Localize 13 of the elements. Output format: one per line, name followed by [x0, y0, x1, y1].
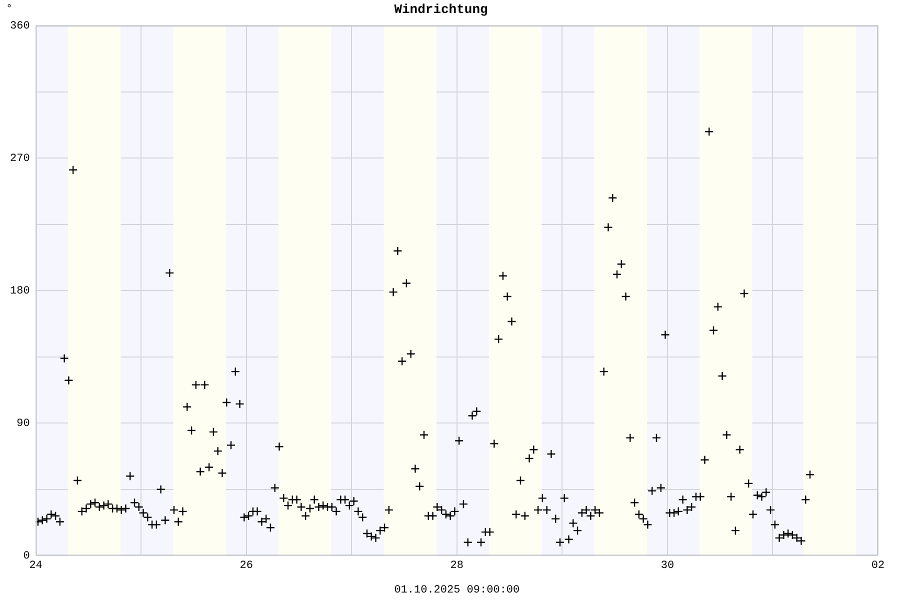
x-tick-label: 02: [871, 560, 885, 572]
x-tick-label: 30: [660, 560, 674, 572]
x-tick-label: 26: [240, 560, 253, 572]
y-tick-label: 360: [10, 20, 30, 33]
x-tick-label: 28: [450, 560, 464, 572]
y-tick-label: 90: [16, 418, 30, 430]
y-axis-title: °: [6, 3, 13, 16]
chart-title: Windrichtung: [394, 2, 488, 18]
x-axis-title: 01.10.2025 09:00:00: [394, 584, 520, 596]
y-tick-label: 270: [10, 153, 30, 166]
y-tick-label: 0: [23, 550, 30, 563]
x-tick-label: 24: [29, 560, 43, 572]
y-tick-label: 180: [10, 286, 30, 298]
